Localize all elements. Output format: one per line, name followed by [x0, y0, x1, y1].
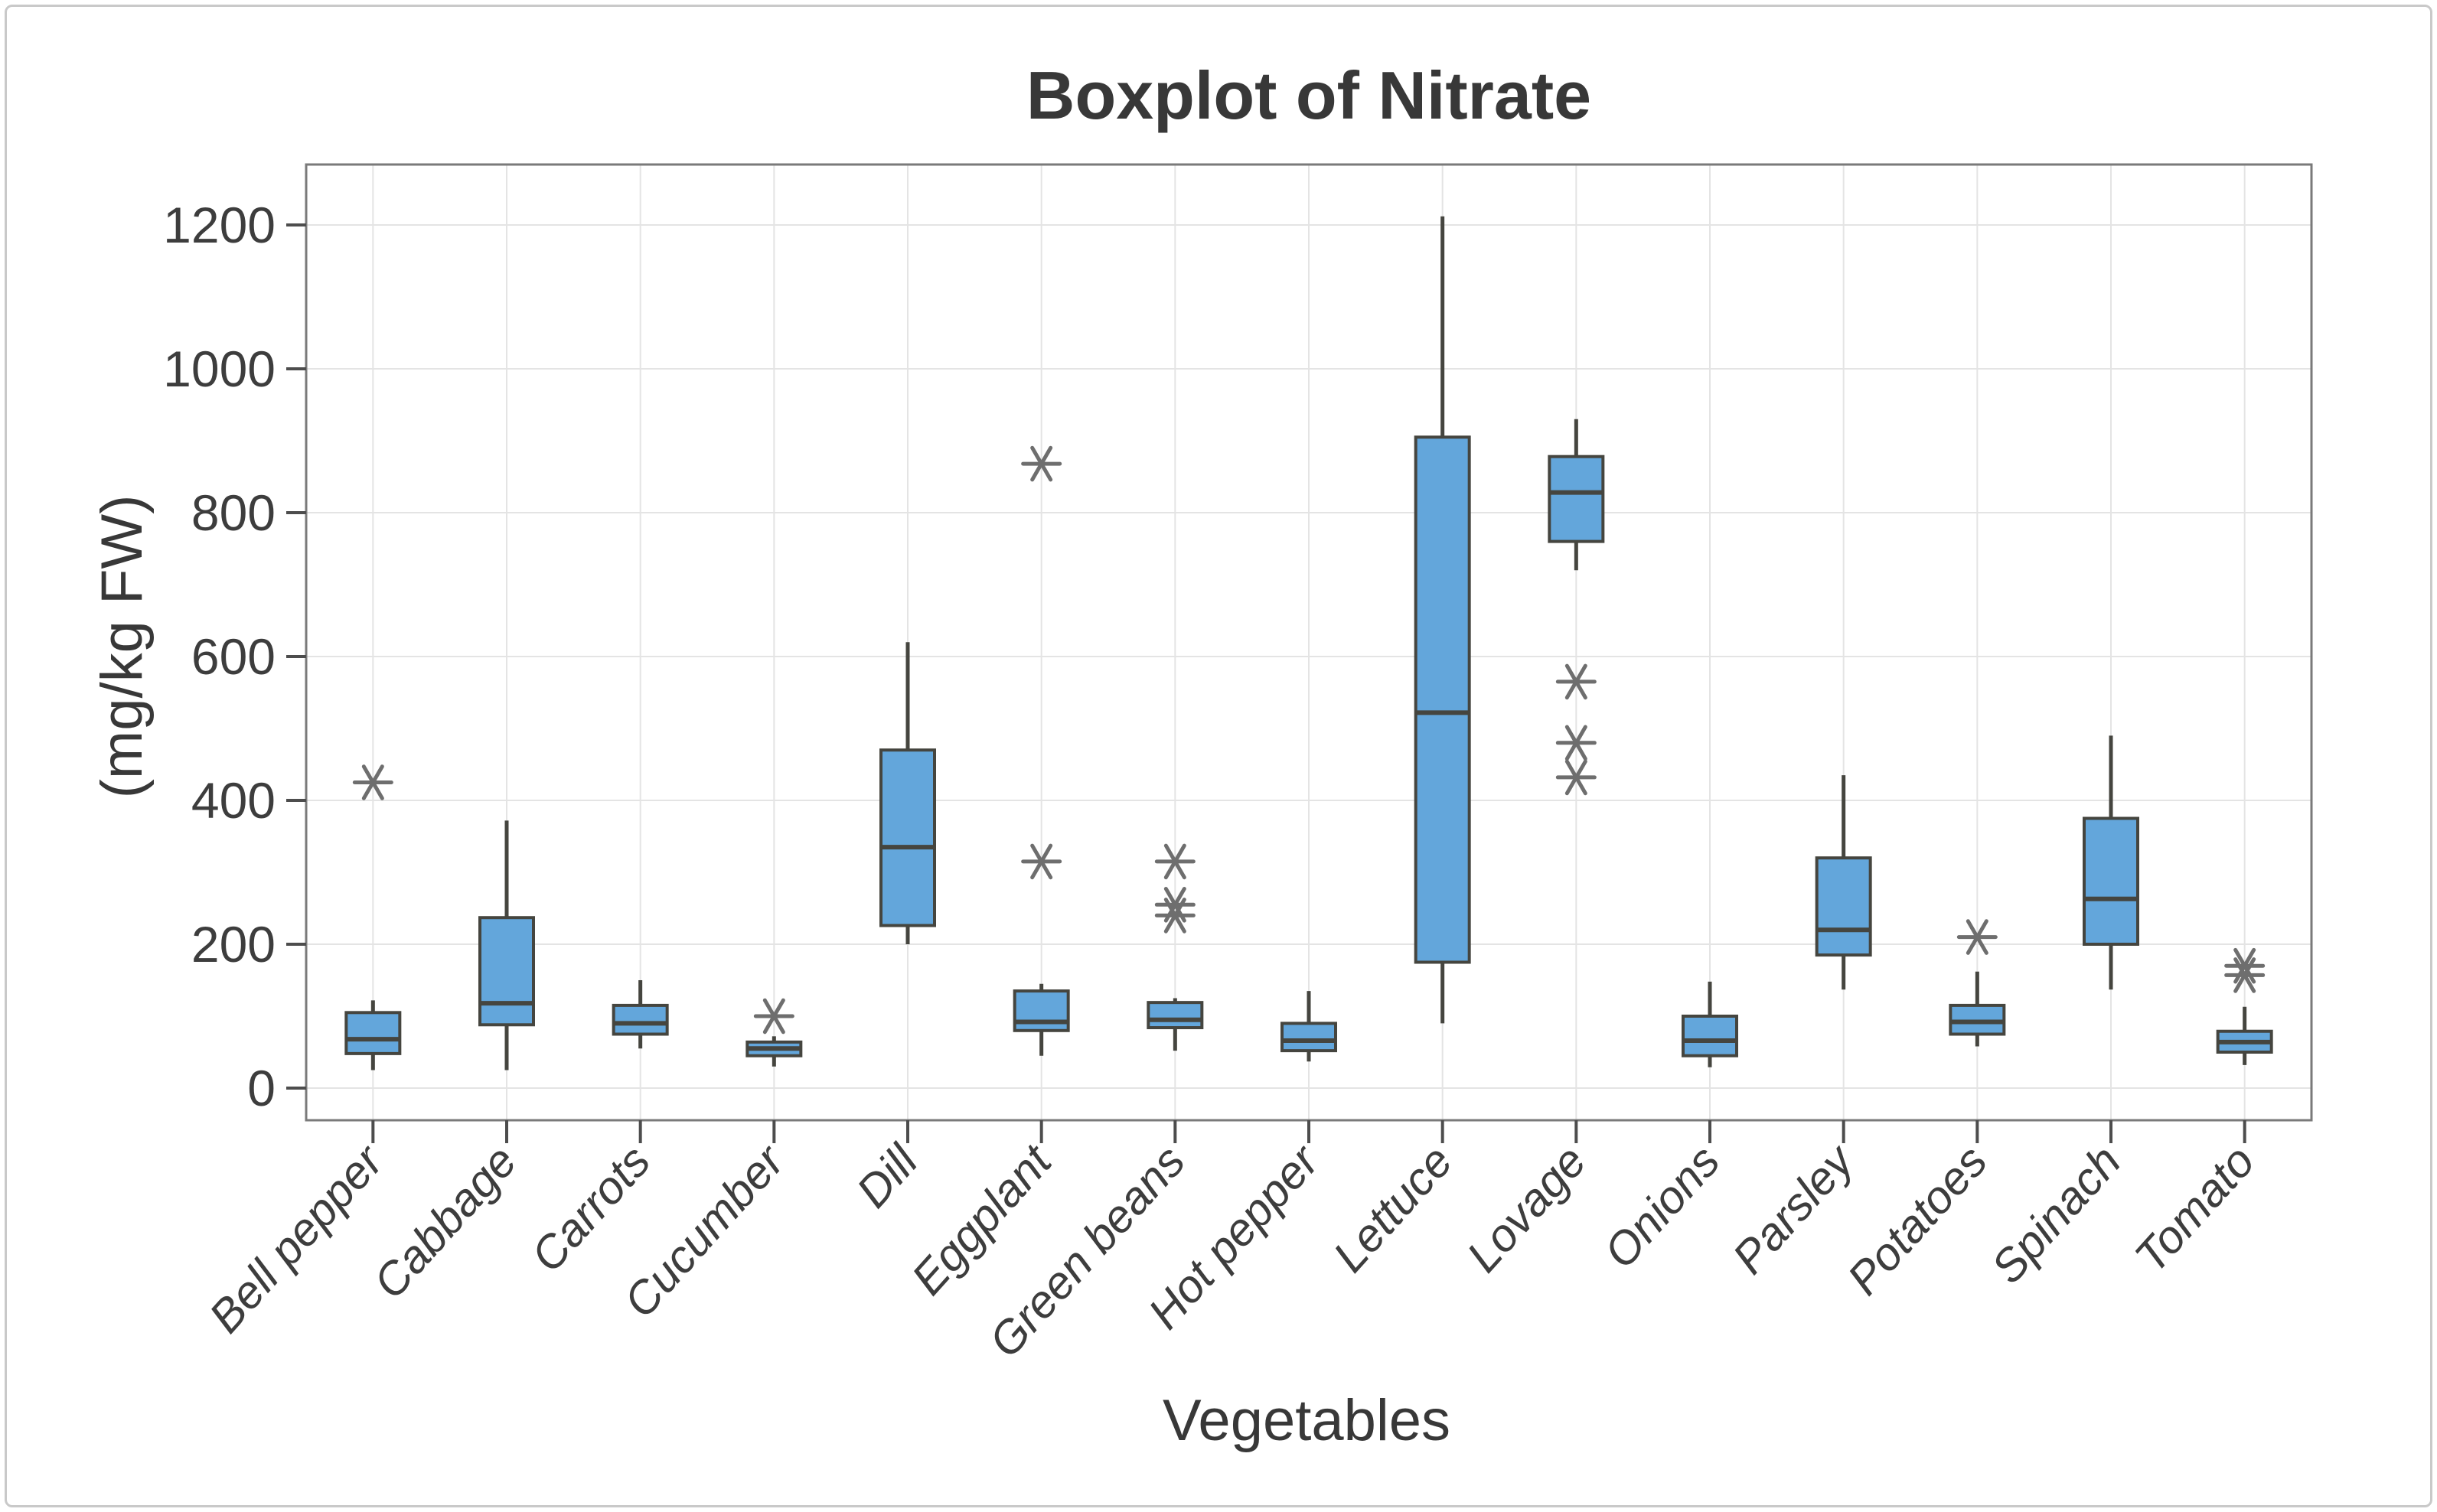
box-cabbage [478, 916, 535, 1027]
y-tick-label-600: 600 [191, 628, 276, 685]
outlier-eggplant-1 [1021, 445, 1062, 482]
box-eggplant [1013, 989, 1070, 1032]
y-tick-label-0: 0 [247, 1060, 276, 1116]
y-axis-title: (mg/kg FW) [90, 495, 155, 799]
outlier-stroke [1564, 759, 1587, 796]
box-spinach [2083, 816, 2139, 946]
box-onions [1682, 1015, 1738, 1057]
box-dill [879, 748, 936, 927]
outlier-stroke [1564, 725, 1587, 761]
box-carrots [612, 1003, 669, 1036]
box-lettuce [1414, 435, 1471, 964]
y-tick-labels-layer: 0 200 400 600 800 1000 1200 [163, 197, 276, 1116]
outlier-bell-pepper-0 [352, 764, 393, 800]
outlier-lovage-0 [1555, 759, 1597, 796]
outlier-stroke [1030, 445, 1053, 482]
x-tick-label-spinach: Spinach [1982, 1136, 2131, 1293]
boxes-layer [344, 216, 2273, 1070]
outlier-stroke [2233, 947, 2256, 984]
x-tick-label-potatoes: Potatoes [1838, 1136, 1997, 1305]
y-tick-label-800: 800 [191, 484, 276, 541]
box-bell-pepper [344, 1011, 402, 1055]
outlier-lovage-1 [1555, 725, 1597, 761]
x-tick-label-dill: Dill [847, 1135, 928, 1217]
x-tick-label-tomato: Tomato [2125, 1136, 2264, 1282]
x-tick-label-parsley: Parsley [1723, 1133, 1865, 1283]
outlier-potatoes-0 [1956, 919, 1998, 955]
outlier-stroke [1564, 663, 1587, 700]
box-green-beans [1147, 1001, 1204, 1030]
box-parsley [1815, 856, 1872, 957]
axis-ticks-layer [286, 223, 2246, 1143]
outlier-eggplant-0 [1021, 843, 1062, 880]
gridlines-layer [306, 165, 2311, 1120]
x-tick-label-lettuce: Lettuce [1323, 1136, 1462, 1282]
outlier-stroke [1030, 843, 1053, 880]
y-tick-label-1000: 1000 [163, 341, 276, 397]
outliers-layer [352, 445, 2266, 1035]
outlier-stroke [762, 998, 785, 1035]
chart-title: Boxplot of Nitrate [1026, 57, 1591, 133]
x-tick-label-cabbage: Cabbage [364, 1136, 527, 1308]
x-tick-label-bell-pepper: Bell pepper [199, 1134, 393, 1342]
outlier-green-beans-1 [1154, 887, 1196, 923]
outlier-green-beans-2 [1154, 843, 1196, 880]
outlier-stroke [1163, 843, 1186, 880]
outlier-stroke [361, 764, 384, 800]
y-tick-label-200: 200 [191, 916, 276, 973]
outlier-stroke [1966, 919, 1988, 955]
outlier-lovage-2 [1555, 663, 1597, 700]
x-tick-label-lovage: Lovage [1457, 1136, 1596, 1282]
box-lovage [1548, 455, 1605, 543]
x-tick-label-carrots: Carrots [521, 1136, 660, 1282]
y-tick-label-1200: 1200 [163, 197, 276, 253]
y-tick-label-400: 400 [191, 772, 276, 829]
box-hot-pepper [1280, 1022, 1337, 1053]
outlier-stroke [1163, 887, 1186, 923]
outlier-tomato-1 [2224, 947, 2266, 984]
outlier-cucumber-0 [753, 998, 794, 1035]
x-tick-label-onions: Onions [1594, 1136, 1730, 1278]
x-axis-title: Vegetables [1163, 1388, 1450, 1453]
